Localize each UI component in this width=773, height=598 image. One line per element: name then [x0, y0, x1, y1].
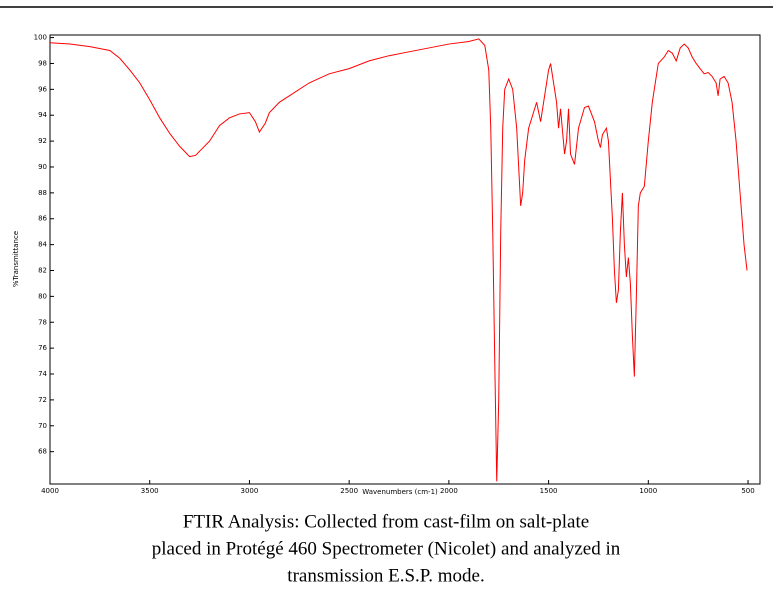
y-tick-label: 84 — [38, 241, 47, 249]
y-tick-label: 68 — [38, 448, 47, 456]
x-tick-label: 500 — [741, 487, 754, 495]
x-tick-label: 3000 — [241, 487, 259, 495]
y-tick-label: 98 — [38, 59, 47, 67]
y-tick-label: 74 — [38, 370, 47, 378]
caption-line: transmission E.S.P. mode. — [287, 565, 484, 586]
y-tick-label: 92 — [38, 137, 47, 145]
y-axis-label: %Transmittance — [12, 231, 20, 287]
x-axis-label: Wavenumbers (cm-1) — [362, 488, 438, 496]
y-tick-label: 86 — [38, 215, 47, 223]
y-tick-label: 90 — [38, 163, 47, 171]
y-tick-label: 88 — [38, 189, 47, 197]
x-tick-label: 1000 — [639, 487, 657, 495]
x-tick-label: 3500 — [141, 487, 159, 495]
spectrum-line — [49, 38, 748, 482]
x-tick-label: 2000 — [440, 487, 458, 495]
y-tick-label: 70 — [38, 422, 47, 430]
caption-line: FTIR Analysis: Collected from cast-film … — [183, 511, 589, 532]
y-tick-label: 100 — [34, 34, 47, 42]
y-tick-label: 76 — [38, 344, 47, 352]
y-tick-label: 80 — [38, 292, 47, 300]
caption-line: placed in Protégé 460 Spectrometer (Nico… — [152, 538, 621, 559]
plot-frame — [49, 34, 761, 485]
y-tick-label: 96 — [38, 85, 47, 93]
x-tick-label: 1500 — [540, 487, 558, 495]
y-tick-label: 94 — [38, 111, 47, 119]
y-tick-label: 78 — [38, 318, 47, 326]
y-tick-label: 72 — [38, 396, 47, 404]
x-tick-label: 4000 — [41, 487, 59, 495]
y-tick-label: 82 — [38, 266, 47, 274]
x-tick-label: 2500 — [340, 487, 358, 495]
